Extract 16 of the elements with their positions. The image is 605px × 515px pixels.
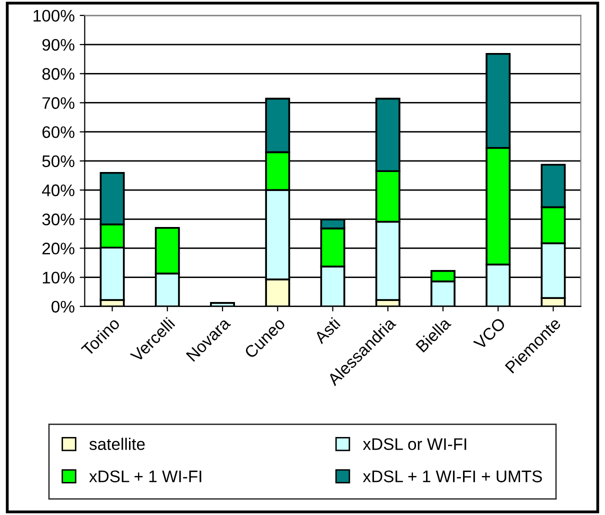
x-tick-label: VCO (472, 317, 506, 350)
y-tick-label: 50% (42, 155, 74, 168)
y-tick-label: 30% (42, 214, 74, 226)
y-tick-label: 80% (42, 68, 74, 80)
legend-label: xDSL + 1 WI-FI (89, 470, 202, 482)
y-tick-label: 20% (42, 242, 74, 254)
y-tick-label: 70% (42, 97, 74, 109)
legend-label: xDSL + 1 WI-FI + UMTS (362, 470, 542, 482)
y-tick-label: 10% (42, 272, 74, 284)
y-tick-label: 60% (42, 126, 74, 138)
y-tick-label: 0% (52, 300, 74, 313)
y-tick-label: 90% (42, 38, 74, 51)
y-tick-label: 40% (42, 184, 74, 196)
legend-label: satellite (89, 438, 145, 450)
y-tick-label: 100% (34, 10, 74, 22)
legend-label: xDSL or WI-FI (362, 438, 466, 450)
